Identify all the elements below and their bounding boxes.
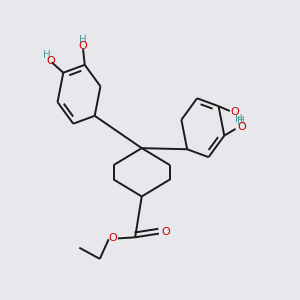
Text: H: H	[235, 114, 243, 124]
Text: H: H	[79, 34, 87, 45]
Text: O: O	[237, 122, 246, 132]
Text: O: O	[46, 56, 55, 66]
Text: O: O	[231, 107, 239, 117]
Text: H: H	[43, 50, 50, 60]
Text: O: O	[162, 227, 171, 237]
Text: O: O	[108, 233, 117, 243]
Text: H: H	[237, 116, 245, 126]
Text: O: O	[79, 40, 88, 50]
